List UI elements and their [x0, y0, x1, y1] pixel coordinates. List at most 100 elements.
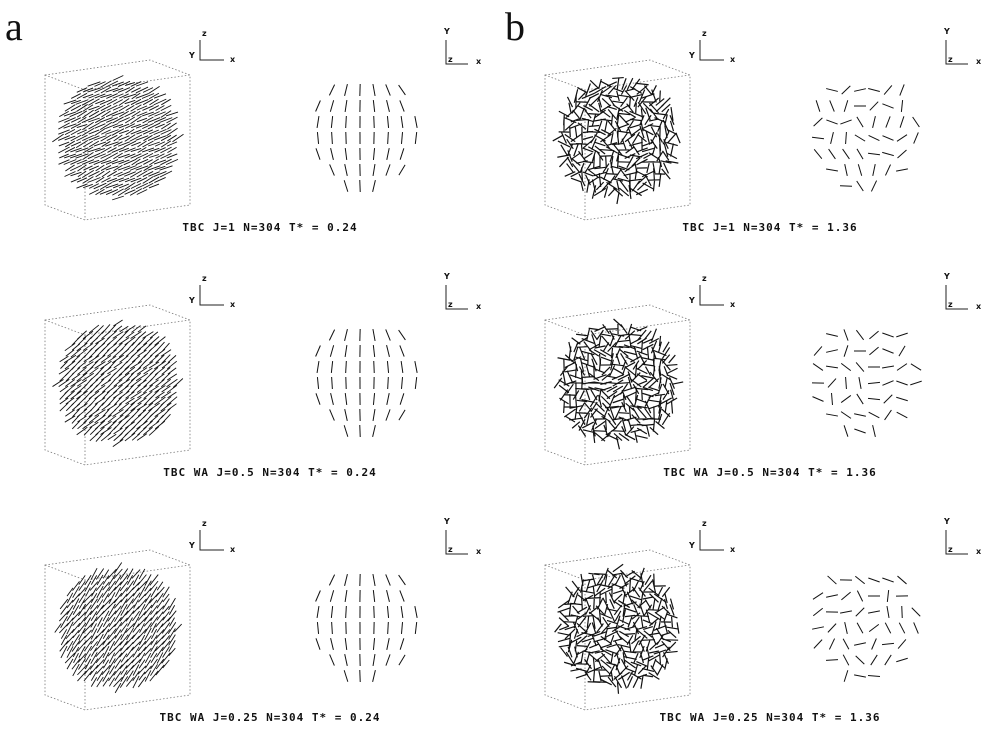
molecule	[58, 122, 70, 130]
director	[813, 346, 823, 356]
molecule	[606, 141, 618, 147]
molecule	[575, 667, 589, 673]
molecule	[618, 619, 630, 625]
molecule	[166, 378, 178, 388]
molecule	[657, 597, 663, 611]
molecule	[642, 626, 654, 630]
molecule	[90, 635, 98, 645]
molecule	[661, 412, 671, 426]
molecule	[131, 628, 141, 640]
molecule	[613, 433, 623, 441]
molecule	[114, 670, 122, 682]
molecule	[112, 123, 124, 129]
molecule	[631, 570, 641, 578]
molecule	[132, 664, 140, 676]
molecule	[131, 123, 141, 129]
molecule	[567, 646, 573, 658]
molecule	[107, 420, 117, 430]
molecule	[618, 104, 630, 112]
molecule	[581, 362, 595, 368]
molecule	[135, 158, 149, 166]
molecule	[137, 325, 147, 333]
molecule	[646, 425, 650, 437]
director	[331, 376, 333, 390]
molecule	[605, 419, 607, 431]
molecule	[100, 420, 112, 430]
molecule	[124, 110, 136, 118]
molecule	[648, 654, 660, 662]
molecule	[113, 562, 123, 574]
molecule	[658, 162, 662, 174]
molecule	[613, 593, 623, 603]
molecule	[648, 337, 660, 345]
molecule	[160, 402, 172, 412]
molecule	[54, 623, 62, 633]
molecule	[143, 336, 153, 346]
molecule	[147, 134, 161, 142]
molecule	[149, 154, 159, 158]
molecule	[77, 616, 87, 628]
molecule	[60, 605, 68, 615]
molecule	[585, 174, 591, 186]
molecule	[557, 637, 571, 643]
molecule	[648, 378, 660, 388]
molecule	[124, 432, 136, 442]
molecule	[90, 611, 98, 621]
molecule	[588, 349, 600, 357]
molecule	[101, 586, 111, 598]
molecule	[161, 367, 171, 375]
molecule	[663, 139, 669, 149]
molecule	[584, 109, 592, 119]
molecule	[112, 105, 124, 111]
molecule	[162, 342, 170, 352]
director	[386, 148, 390, 160]
molecule	[132, 670, 140, 682]
molecule	[608, 663, 616, 677]
molecule	[583, 152, 593, 160]
molecule	[101, 170, 111, 178]
molecule	[108, 665, 116, 675]
molecule	[610, 132, 614, 144]
molecule	[82, 109, 94, 119]
molecule	[101, 140, 111, 148]
director	[867, 381, 881, 385]
molecule	[168, 605, 176, 615]
molecule	[640, 592, 644, 604]
molecule	[154, 396, 166, 406]
molecule	[64, 652, 76, 664]
molecule	[119, 385, 129, 393]
molecule	[588, 611, 600, 621]
molecule	[621, 401, 627, 413]
molecule	[87, 177, 101, 183]
molecule	[120, 623, 128, 633]
molecule	[123, 93, 137, 99]
molecule	[71, 367, 81, 375]
molecule	[137, 611, 147, 621]
molecule	[648, 609, 660, 611]
molecule	[566, 383, 574, 395]
molecule	[135, 165, 149, 171]
molecule	[95, 652, 105, 664]
molecule	[168, 597, 176, 611]
molecule	[589, 97, 599, 107]
molecule	[66, 604, 74, 616]
molecule	[575, 333, 589, 337]
molecule	[585, 389, 591, 401]
molecule	[597, 120, 603, 132]
molecule	[132, 675, 140, 689]
director	[344, 574, 348, 586]
molecule	[569, 417, 583, 421]
molecule	[118, 117, 130, 123]
molecule	[591, 622, 597, 634]
molecule	[621, 609, 627, 623]
molecule	[563, 621, 577, 623]
molecule	[585, 83, 591, 97]
molecule	[567, 591, 573, 605]
director	[831, 392, 833, 406]
molecule	[101, 129, 111, 135]
molecule	[590, 132, 598, 144]
molecule	[65, 635, 75, 645]
molecule	[643, 85, 653, 95]
molecule	[633, 394, 639, 408]
molecule	[70, 379, 82, 387]
